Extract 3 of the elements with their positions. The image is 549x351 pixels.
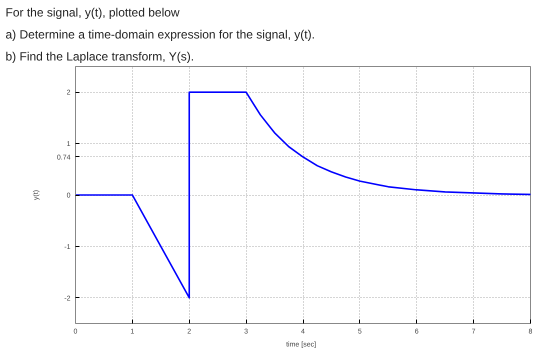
text: b) Find the Laplace transform, Y(s). [6,50,194,64]
text: a) Determine a time-domain expression for the signal, y(t). [6,28,315,42]
chart-title: For the signal, y(t), plotted below [6,6,180,20]
